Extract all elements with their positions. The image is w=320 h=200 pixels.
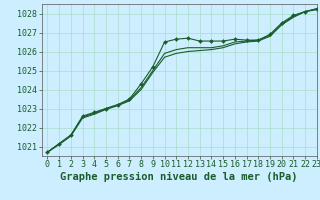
- X-axis label: Graphe pression niveau de la mer (hPa): Graphe pression niveau de la mer (hPa): [60, 172, 298, 182]
